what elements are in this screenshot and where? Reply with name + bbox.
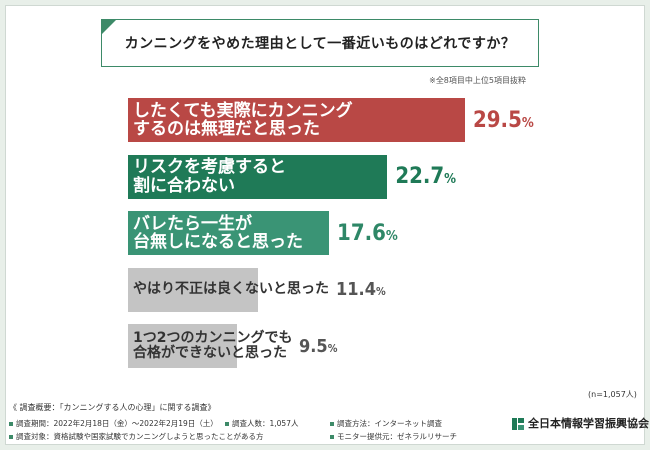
- value-number: 11.4: [336, 279, 376, 300]
- bullet-icon: [330, 422, 334, 426]
- bar-value-3: 17.6%: [337, 221, 398, 246]
- bar-2: [128, 154, 388, 199]
- corner-accent: [101, 19, 117, 35]
- survey-period: 調査期間：2022年2月18日（金）〜2022年2月19日（土）: [9, 418, 218, 429]
- value-number: 9.5: [299, 335, 328, 357]
- bar-value-1: 29.5%: [473, 108, 534, 133]
- value-number: 22.7: [395, 164, 445, 189]
- bar-label-line: やはり不正は良くないと思った: [133, 281, 329, 297]
- bar-label-2: リスクを考慮すると 割に合わない: [133, 158, 286, 195]
- bar-label-4: やはり不正は良くないと思った: [133, 281, 329, 297]
- bar-label-line: したくても実際にカンニング: [133, 100, 353, 121]
- organization-logo: 全日本情報学習振興協会: [511, 415, 649, 431]
- bar-label-line: 割に合わない: [133, 175, 235, 196]
- bullet-icon: [225, 422, 229, 426]
- survey-summary-title: 《 調査概要：「カンニングする人の心理」に関する調査》: [9, 403, 216, 412]
- bar-label-line: リスクを考慮すると: [133, 157, 286, 177]
- sample-size-note: (n=1,057人): [588, 390, 637, 399]
- value-percent: %: [327, 341, 338, 355]
- survey-provider: モニター提供元：ゼネラルリサーチ: [330, 431, 457, 442]
- question-box: カンニングをやめた理由として一番近いものはどれですか？: [101, 19, 539, 67]
- bar-value-5: 9.5%: [299, 336, 337, 357]
- bar-label-3: バレたら一生が 台無しになると思った: [133, 213, 303, 253]
- value-number: 17.6: [337, 220, 386, 246]
- survey-target: 調査対象：資格試験や国家試験でカンニングしようと思ったことがある方: [9, 431, 264, 442]
- value-percent: %: [375, 285, 386, 298]
- bar-label-line: 合格ができないと思った: [133, 344, 287, 361]
- bar-3: [128, 211, 330, 255]
- bullet-icon: [9, 435, 13, 439]
- bar-label-line: バレたら一生が: [133, 213, 252, 234]
- bar-value-4: 11.4%: [336, 279, 386, 300]
- bar-label-5: 1つ2つのカンニングでも 合格ができないと思った: [133, 329, 293, 362]
- bar-5: [128, 324, 237, 368]
- bar-4: [128, 267, 259, 312]
- bar-label-line: 台無しになると思った: [133, 232, 303, 253]
- survey-method: 調査方法：インターネット調査: [330, 418, 442, 429]
- bar-label-line: するのは無理だと思った: [133, 119, 320, 140]
- value-percent: %: [521, 115, 534, 131]
- bar-1: [128, 98, 465, 142]
- survey-respondents: 調査人数：1,057人: [225, 418, 298, 429]
- chart-title: カンニングをやめた理由として一番近いものはどれですか？: [124, 36, 516, 52]
- value-percent: %: [385, 228, 398, 244]
- value-percent: %: [444, 172, 457, 187]
- bullet-icon: [330, 435, 334, 439]
- bar-label-line: 1つ2つのカンニングでも: [133, 329, 293, 346]
- org-mark-icon: [512, 418, 524, 430]
- bar-value-2: 22.7%: [395, 164, 456, 189]
- bullet-icon: [9, 422, 13, 426]
- subset-note: ※全8項目中上位5項目抜粋: [429, 76, 526, 85]
- bar-label-1: したくても実際にカンニング するのは無理だと思った: [133, 100, 353, 140]
- value-number: 29.5: [473, 107, 522, 133]
